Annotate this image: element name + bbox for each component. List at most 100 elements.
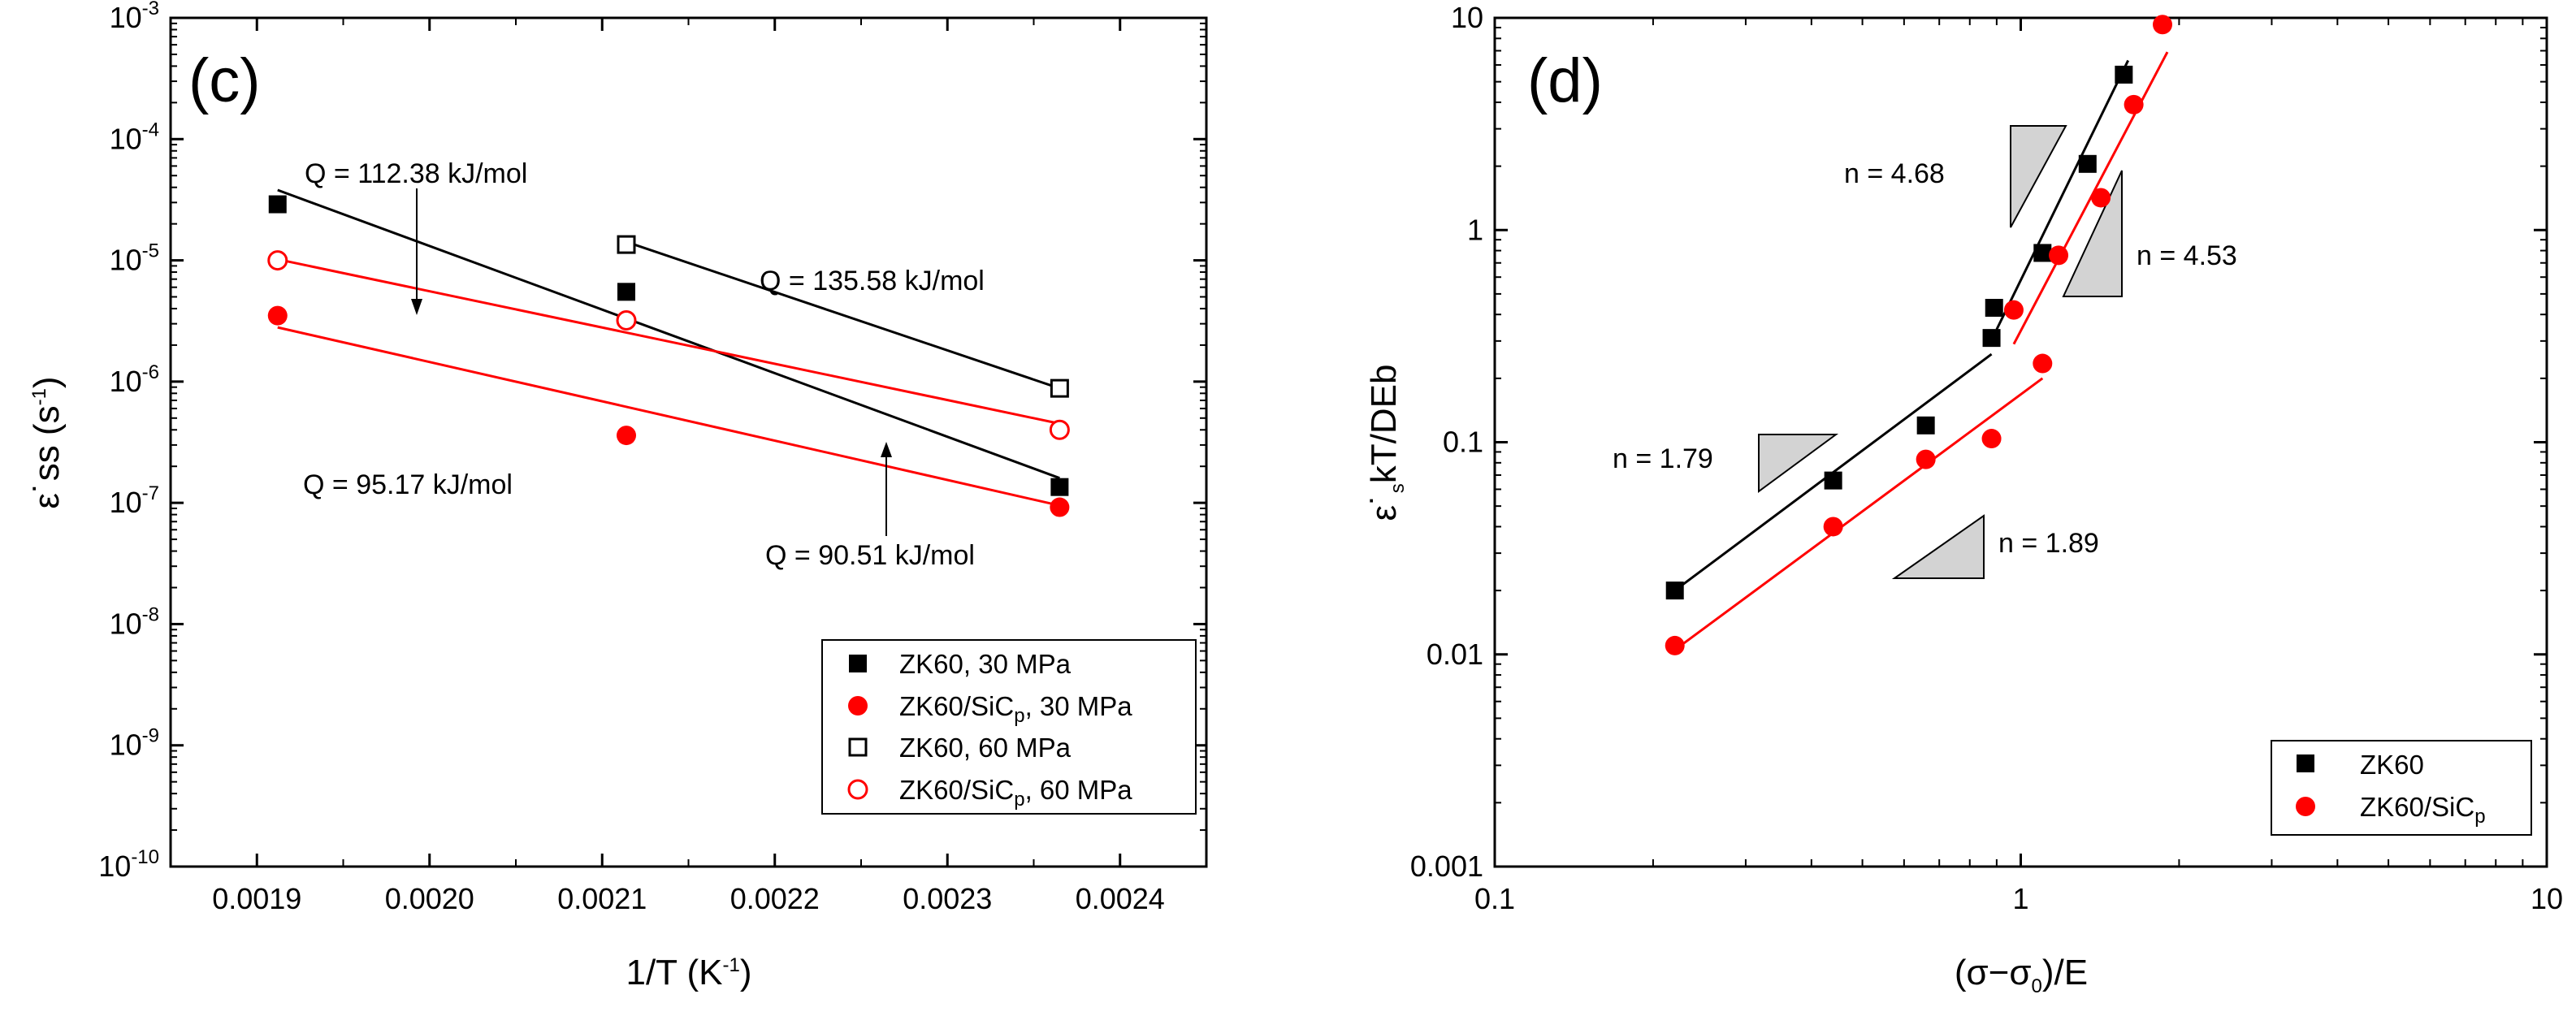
y-axis-title-d: ε˙skT/DEb [1364,365,1409,521]
data-point-series-0 [1665,581,1684,600]
annotation-n-189: n = 1.89 [1998,528,2099,559]
arrow-head [881,442,892,457]
x-tick-label: 0.0022 [730,882,820,915]
fit-line-series-1 [277,326,1060,507]
legend-marker-sic-60 [847,779,868,800]
legend-marker-zk60-60 [848,737,868,757]
y-tick-label: 0.1 [1443,426,1483,459]
panel-label-c: (c) [188,46,261,115]
legend-box-d [2271,740,2532,836]
fit-lines-c [277,188,1060,507]
data-point-series-0 [1985,299,2003,318]
legend-box-c [821,639,1197,815]
data-points-d [1665,15,2173,655]
y-axis-title-c: ε˙ss (s-1) [27,376,67,508]
fit-line-series-0 [277,188,1060,480]
x-tick-label: 1 [2012,882,2028,915]
data-point-series-1 [617,426,636,446]
annotation-n-179: n = 1.79 [1613,443,1713,474]
data-point-series-0 [1916,416,1935,435]
y-tick-label: 10-6 [110,361,159,398]
data-point-series-0 [1824,471,1842,490]
data-point-series-2 [1050,378,1069,398]
annotation-q-135: Q = 135.58 kJ/mol [760,266,985,296]
y-tick-label: 0.001 [1410,850,1483,883]
fit-line-2 [1673,377,2044,651]
legend-marker-zk60-30 [849,655,867,672]
slope-triangle-n-189 [1891,514,1985,579]
x-tick-label: 0.0021 [557,882,647,915]
annotation-q-95: Q = 95.17 kJ/mol [303,469,513,500]
data-point-series-1 [1981,429,2002,449]
y-tick-label: 10-5 [110,240,159,277]
fit-line-series-2 [626,240,1060,390]
data-point-series-1 [2049,245,2069,266]
data-point-series-1 [1823,517,1843,537]
data-point-series-1 [2124,94,2144,115]
legend-c: ZK60, 30 MPa ZK60/SiCp, 30 MPa ZK60, 60 … [821,639,1197,815]
data-point-series-1 [267,305,288,326]
annotation-q-112: Q = 112.38 kJ/mol [305,158,527,189]
x-tick-label: 0.0023 [903,882,992,915]
x-tick-label: 0.0019 [212,882,301,915]
x-tick-label: 10 [2531,882,2563,915]
y-tick-label: 10-9 [110,725,159,762]
data-point-series-1 [1050,497,1070,517]
y-tick-label: 10-8 [110,603,159,640]
fit-line-series-3 [277,257,1060,426]
data-point-series-0 [2078,154,2097,173]
data-point-series-3 [267,250,288,271]
x-axis-title-d: (σ−σ0)/E [1955,953,2088,997]
panel-d: 0.1 1 10 0.001 0.01 0.1 1 10 (d) n = 4.68 n = 4… [1364,1,2563,997]
annotation-n-453: n = 4.53 [2137,240,2237,271]
axis-ticks-d: 0.1 1 10 0.001 0.01 0.1 1 10 [1410,1,2563,915]
y-tick-label: 10-10 [98,846,159,883]
data-point-series-0 [268,195,287,214]
data-point-series-0 [2033,244,2052,262]
data-point-series-3 [616,309,637,331]
y-tick-label: 0.01 [1427,638,1483,671]
x-tick-label: 0.1 [1474,882,1515,915]
data-point-series-1 [2091,188,2111,208]
data-point-series-2 [617,235,636,254]
data-point-series-0 [2115,65,2133,84]
data-point-series-0 [1982,329,2001,348]
legend-label-sic-60: ZK60/SiCp, 60 MPa [899,775,1132,811]
x-axis-title-c: 1/T (K-1) [626,953,751,992]
fit-line-3 [2012,51,2169,345]
data-points-c [267,195,1070,517]
legend-marker-zk60 [2297,754,2314,772]
panel-c: 0.0019 0.0020 0.0021 0.0022 0.0023 0.0024 10-1… [27,0,1208,992]
slope-triangle-n-468 [2010,125,2067,228]
y-tick-label: 10-4 [110,119,159,155]
x-tick-label: 0.0024 [1076,882,1165,915]
data-point-series-3 [1049,419,1070,440]
legend-label-sic: ZK60/SiCp [2360,792,2486,828]
data-point-series-1 [1665,635,1685,655]
data-point-series-0 [1050,478,1069,496]
legend-label-sic-30: ZK60/SiCp, 30 MPa [899,691,1132,727]
legend-marker-sic [2296,797,2315,816]
legend-label-zk60: ZK60 [2360,750,2424,780]
annotation-q-90: Q = 90.51 kJ/mol [765,540,975,571]
panel-label-d: (d) [1527,46,1603,115]
arrow-head [411,299,422,315]
legend-d: ZK60 ZK60/SiCp [2271,740,2532,836]
y-tick-label: 10 [1451,1,1483,34]
y-tick-label: 10-3 [110,0,159,34]
x-tick-label: 0.0020 [385,882,474,915]
axis-ticks-c: 0.0019 0.0020 0.0021 0.0022 0.0023 0.0024 10-1… [98,0,1206,915]
data-point-series-1 [2033,353,2053,374]
data-point-series-0 [617,283,635,301]
annotation-n-468: n = 4.68 [1844,158,1945,189]
data-point-series-1 [2153,15,2173,35]
y-tick-label: 10-7 [110,482,159,519]
slope-triangle-n-179 [1758,434,1839,493]
fit-line-1 [1995,59,2130,331]
legend-label-zk60-60: ZK60, 60 MPa [899,733,1072,763]
legend-marker-sic-30 [848,696,868,716]
legend-label-zk60-30: ZK60, 30 MPa [899,649,1072,679]
y-tick-label: 1 [1467,213,1483,246]
data-point-series-1 [2003,300,2024,320]
